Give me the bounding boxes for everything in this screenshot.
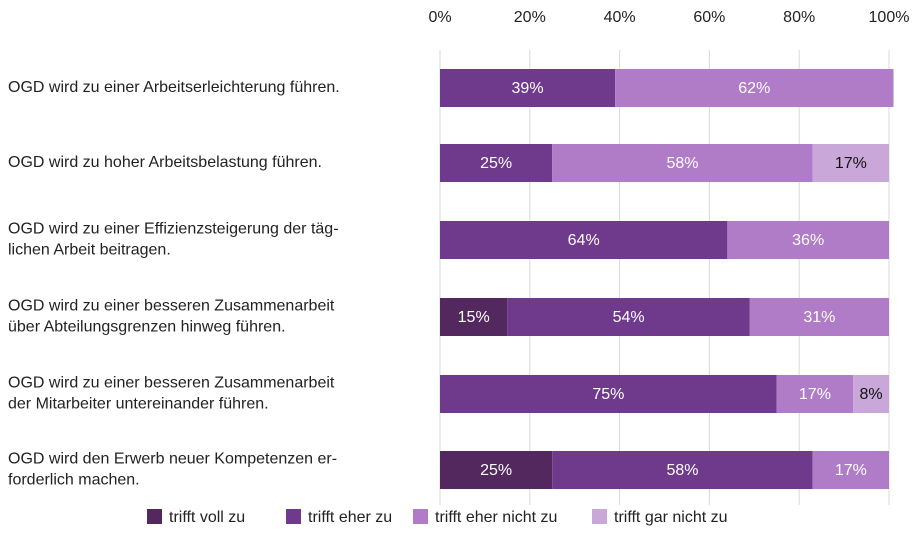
legend-label: trifft voll zu [169, 509, 245, 526]
category-label: über Abteilungsgrenzen hinweg führen. [8, 319, 286, 336]
data-label: 15% [458, 309, 490, 326]
data-label: 17% [835, 462, 867, 479]
category-label: lichen Arbeit beitragen. [8, 242, 171, 259]
data-label: 39% [512, 80, 544, 97]
x-tick-label: 60% [693, 9, 725, 26]
data-label: 36% [792, 232, 824, 249]
data-label: 25% [480, 462, 512, 479]
legend-swatch [286, 509, 301, 524]
data-label: 54% [613, 309, 645, 326]
category-label: OGD wird zu hoher Arbeitsbelastung führe… [8, 154, 322, 171]
bar-segment [615, 69, 894, 107]
bar-segment [812, 144, 889, 182]
data-label: 8% [859, 386, 882, 403]
data-label: 58% [666, 155, 698, 172]
category-label: OGD wird den Erwerb neuer Kompetenzen er… [8, 451, 337, 468]
data-label: 25% [480, 155, 512, 172]
legend-label: trifft eher zu [308, 509, 392, 526]
data-label: 17% [835, 155, 867, 172]
bar-segment [552, 144, 813, 182]
category-label: OGD wird zu einer besseren Zusammenarbei… [8, 375, 335, 392]
legend-label: trifft gar nicht zu [614, 509, 728, 526]
data-label: 17% [799, 386, 831, 403]
legend-swatch [592, 509, 607, 524]
legend-swatch [147, 509, 162, 524]
bar-segment [440, 69, 616, 107]
x-tick-label: 20% [514, 9, 546, 26]
bar-segment [440, 221, 728, 259]
category-label: der Mitarbeiter untereinander führen. [8, 396, 269, 413]
bar-segment [727, 221, 889, 259]
bar-segment [507, 298, 750, 336]
bar-segment [440, 451, 553, 489]
legend-label: trifft eher nicht zu [435, 509, 557, 526]
x-tick-label: 80% [783, 9, 815, 26]
bar-segment [749, 298, 889, 336]
bar-segment [853, 375, 889, 413]
category-label: OGD wird zu einer Effizienzsteigerung de… [8, 221, 339, 238]
data-label: 31% [803, 309, 835, 326]
bar-segment [812, 451, 889, 489]
x-tick-label: 0% [428, 9, 451, 26]
category-label: OGD wird zu einer besseren Zusammenarbei… [8, 298, 335, 315]
bar-segment [440, 298, 508, 336]
x-tick-label: 100% [869, 9, 910, 26]
bar-segment [552, 451, 813, 489]
legend-swatch [413, 509, 428, 524]
data-label: 62% [738, 80, 770, 97]
data-label: 64% [568, 232, 600, 249]
bar-segment [440, 375, 777, 413]
bar-segment [776, 375, 854, 413]
category-label: OGD wird zu einer Arbeitserleichterung f… [8, 79, 340, 96]
x-tick-label: 40% [604, 9, 636, 26]
data-label: 75% [592, 386, 624, 403]
bar-segment [440, 144, 553, 182]
category-label: forderlich machen. [8, 472, 140, 489]
data-label: 58% [666, 462, 698, 479]
